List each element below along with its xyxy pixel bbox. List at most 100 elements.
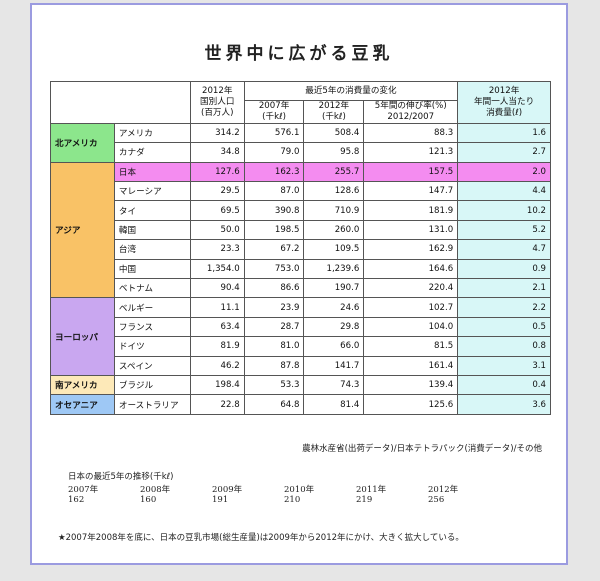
growth-cell: 181.9 — [363, 200, 459, 221]
population-cell: 198.4 — [189, 374, 245, 396]
growth-cell: 81.5 — [363, 336, 459, 357]
consumption-2012-cell: 190.7 — [303, 277, 365, 299]
consumption-2012-cell: 710.9 — [303, 200, 365, 221]
table-row: ドイツ 81.9 81.0 66.0 81.5 0.8 — [51, 336, 551, 357]
footnote: ★2007年2008年を底に、日本の豆乳市場(総生産量)は2009年から2012… — [58, 533, 464, 543]
consumption-2012-cell: 508.4 — [303, 122, 365, 144]
per-capita-cell: 10.2 — [457, 200, 551, 221]
per-capita-cell: 1.6 — [457, 122, 551, 144]
country-cell: マレーシア — [113, 181, 191, 202]
consumption-2012-cell: 141.7 — [303, 355, 365, 376]
growth-cell: 162.9 — [363, 239, 459, 260]
growth-cell: 164.6 — [363, 258, 459, 279]
per-capita-cell: 0.5 — [457, 316, 551, 338]
growth-cell: 131.0 — [363, 219, 459, 241]
consumption-2007-cell: 53.3 — [243, 374, 305, 396]
page-title: 世界中に広がる豆乳 — [204, 44, 394, 64]
growth-cell: 161.4 — [363, 355, 459, 376]
population-cell: 23.3 — [189, 239, 245, 260]
country-cell: ベルギー — [113, 297, 191, 318]
trend-value: 162 — [68, 495, 85, 505]
consumption-2012-cell: 128.6 — [303, 181, 365, 202]
country-cell: アメリカ — [113, 122, 191, 144]
population-cell: 69.5 — [189, 200, 245, 221]
population-cell: 90.4 — [189, 277, 245, 299]
per-capita-cell: 5.2 — [457, 219, 551, 241]
table-row: フランス 63.4 28.7 29.8 104.0 0.5 — [51, 316, 551, 338]
population-cell: 34.8 — [189, 142, 245, 163]
trend-year: 2007年 — [68, 485, 99, 495]
table-row: カナダ 34.8 79.0 95.8 121.3 2.7 — [51, 142, 551, 163]
trend-year: 2008年 — [140, 485, 171, 495]
header-per-capita: 2012年 年間一人当たり 消費量(ℓ) — [457, 81, 551, 124]
per-capita-cell: 3.1 — [457, 355, 551, 376]
country-cell: 日本 — [113, 161, 191, 183]
consumption-2012-cell: 109.5 — [303, 239, 365, 260]
country-cell: カナダ — [113, 142, 191, 163]
growth-cell: 102.7 — [363, 297, 459, 318]
per-capita-cell: 0.4 — [457, 374, 551, 396]
document-card: 世界中に広がる豆乳 2012年 国別人口 (百万人) 最近5年の消費量の変化 201… — [30, 3, 568, 565]
population-cell: 1,354.0 — [189, 258, 245, 279]
per-capita-cell: 2.2 — [457, 297, 551, 318]
header-change: 最近5年の消費量の変化 — [243, 80, 459, 102]
consumption-2012-cell: 1,239.6 — [303, 258, 365, 279]
consumption-2012-cell: 29.8 — [303, 316, 365, 338]
region-label: アジア — [50, 161, 115, 299]
table-row: ベトナム 90.4 86.6 190.7 220.4 2.1 — [51, 277, 551, 299]
table-row: スペイン 46.2 87.8 141.7 161.4 3.1 — [51, 355, 551, 376]
consumption-2007-cell: 87.0 — [243, 181, 305, 202]
consumption-2007-cell: 390.8 — [243, 200, 305, 221]
consumption-2012-cell: 95.8 — [303, 142, 365, 163]
table-row: オセアニア オーストラリア 22.8 64.8 81.4 125.6 3.6 — [50, 394, 551, 415]
consumption-2007-cell: 81.0 — [243, 336, 305, 357]
country-cell: 韓国 — [113, 219, 191, 241]
country-cell: ドイツ — [113, 336, 191, 357]
country-cell: ブラジル — [113, 374, 191, 396]
consumption-2007-cell: 64.8 — [243, 394, 305, 415]
table-row: ヨーロッパ ベルギー 11.1 23.9 24.6 102.7 2.2 — [50, 297, 551, 376]
table-body: 北アメリカ アメリカ 314.2 576.1 508.4 88.3 1.6 カナダ 34.8 79… — [50, 122, 551, 415]
table-row: 南アメリカ ブラジル 198.4 53.3 74.3 139.4 0.4 — [50, 374, 551, 396]
population-cell: 63.4 — [189, 316, 245, 338]
per-capita-cell: 2.1 — [457, 277, 551, 299]
country-cell: ベトナム — [113, 277, 191, 299]
table-row: 台湾 23.3 67.2 109.5 162.9 4.7 — [51, 239, 551, 260]
soy-milk-table: 2012年 国別人口 (百万人) 最近5年の消費量の変化 2012年 年間一人当たり消… — [50, 80, 551, 415]
consumption-2007-cell: 79.0 — [243, 142, 305, 163]
header-blank — [50, 81, 191, 124]
consumption-2007-cell: 198.5 — [243, 219, 305, 241]
per-capita-cell: 2.7 — [457, 142, 551, 163]
per-capita-cell: 4.7 — [457, 239, 551, 260]
growth-cell: 147.7 — [363, 181, 459, 202]
consumption-2012-cell: 66.0 — [303, 336, 365, 357]
consumption-2012-cell: 255.7 — [303, 161, 365, 183]
region-label: ヨーロッパ — [50, 297, 115, 376]
population-cell: 11.1 — [189, 297, 245, 318]
growth-cell: 88.3 — [363, 122, 459, 144]
population-cell: 81.9 — [189, 336, 245, 357]
table-row: アジア 日本 127.6 162.3 255.7 157.5 2.0 — [50, 161, 551, 299]
consumption-2012-cell: 24.6 — [303, 297, 365, 318]
consumption-2007-cell: 23.9 — [243, 297, 305, 318]
trend-value: 219 — [356, 495, 373, 505]
trend-year: 2009年 — [212, 485, 243, 495]
region-label: 南アメリカ — [50, 374, 115, 396]
per-capita-cell: 0.9 — [457, 258, 551, 279]
table-row: 中国 1,354.0 753.0 1,239.6 164.6 0.9 — [51, 258, 551, 279]
trend-year: 2010年 — [284, 485, 315, 495]
growth-cell: 220.4 — [363, 277, 459, 299]
per-capita-cell: 0.8 — [457, 336, 551, 357]
header-growth: 5年間の伸び率(%) 2012/2007 — [363, 100, 459, 124]
population-cell: 50.0 — [189, 219, 245, 241]
trend-year: 2012年 — [428, 485, 459, 495]
trend-value: 191 — [212, 495, 229, 505]
header-2012: 2012年 (千kℓ) — [303, 100, 365, 124]
table-row: マレーシア 29.5 87.0 128.6 147.7 4.4 — [51, 181, 551, 202]
source-note: 農林水産省(出荷データ)/日本テトラパック(消費データ)/その他 — [302, 444, 542, 454]
region-label: オセアニア — [50, 394, 115, 415]
consumption-2007-cell: 86.6 — [243, 277, 305, 299]
consumption-2007-cell: 753.0 — [243, 258, 305, 279]
trend-year: 2011年 — [356, 485, 387, 495]
consumption-2007-cell: 162.3 — [243, 161, 305, 183]
